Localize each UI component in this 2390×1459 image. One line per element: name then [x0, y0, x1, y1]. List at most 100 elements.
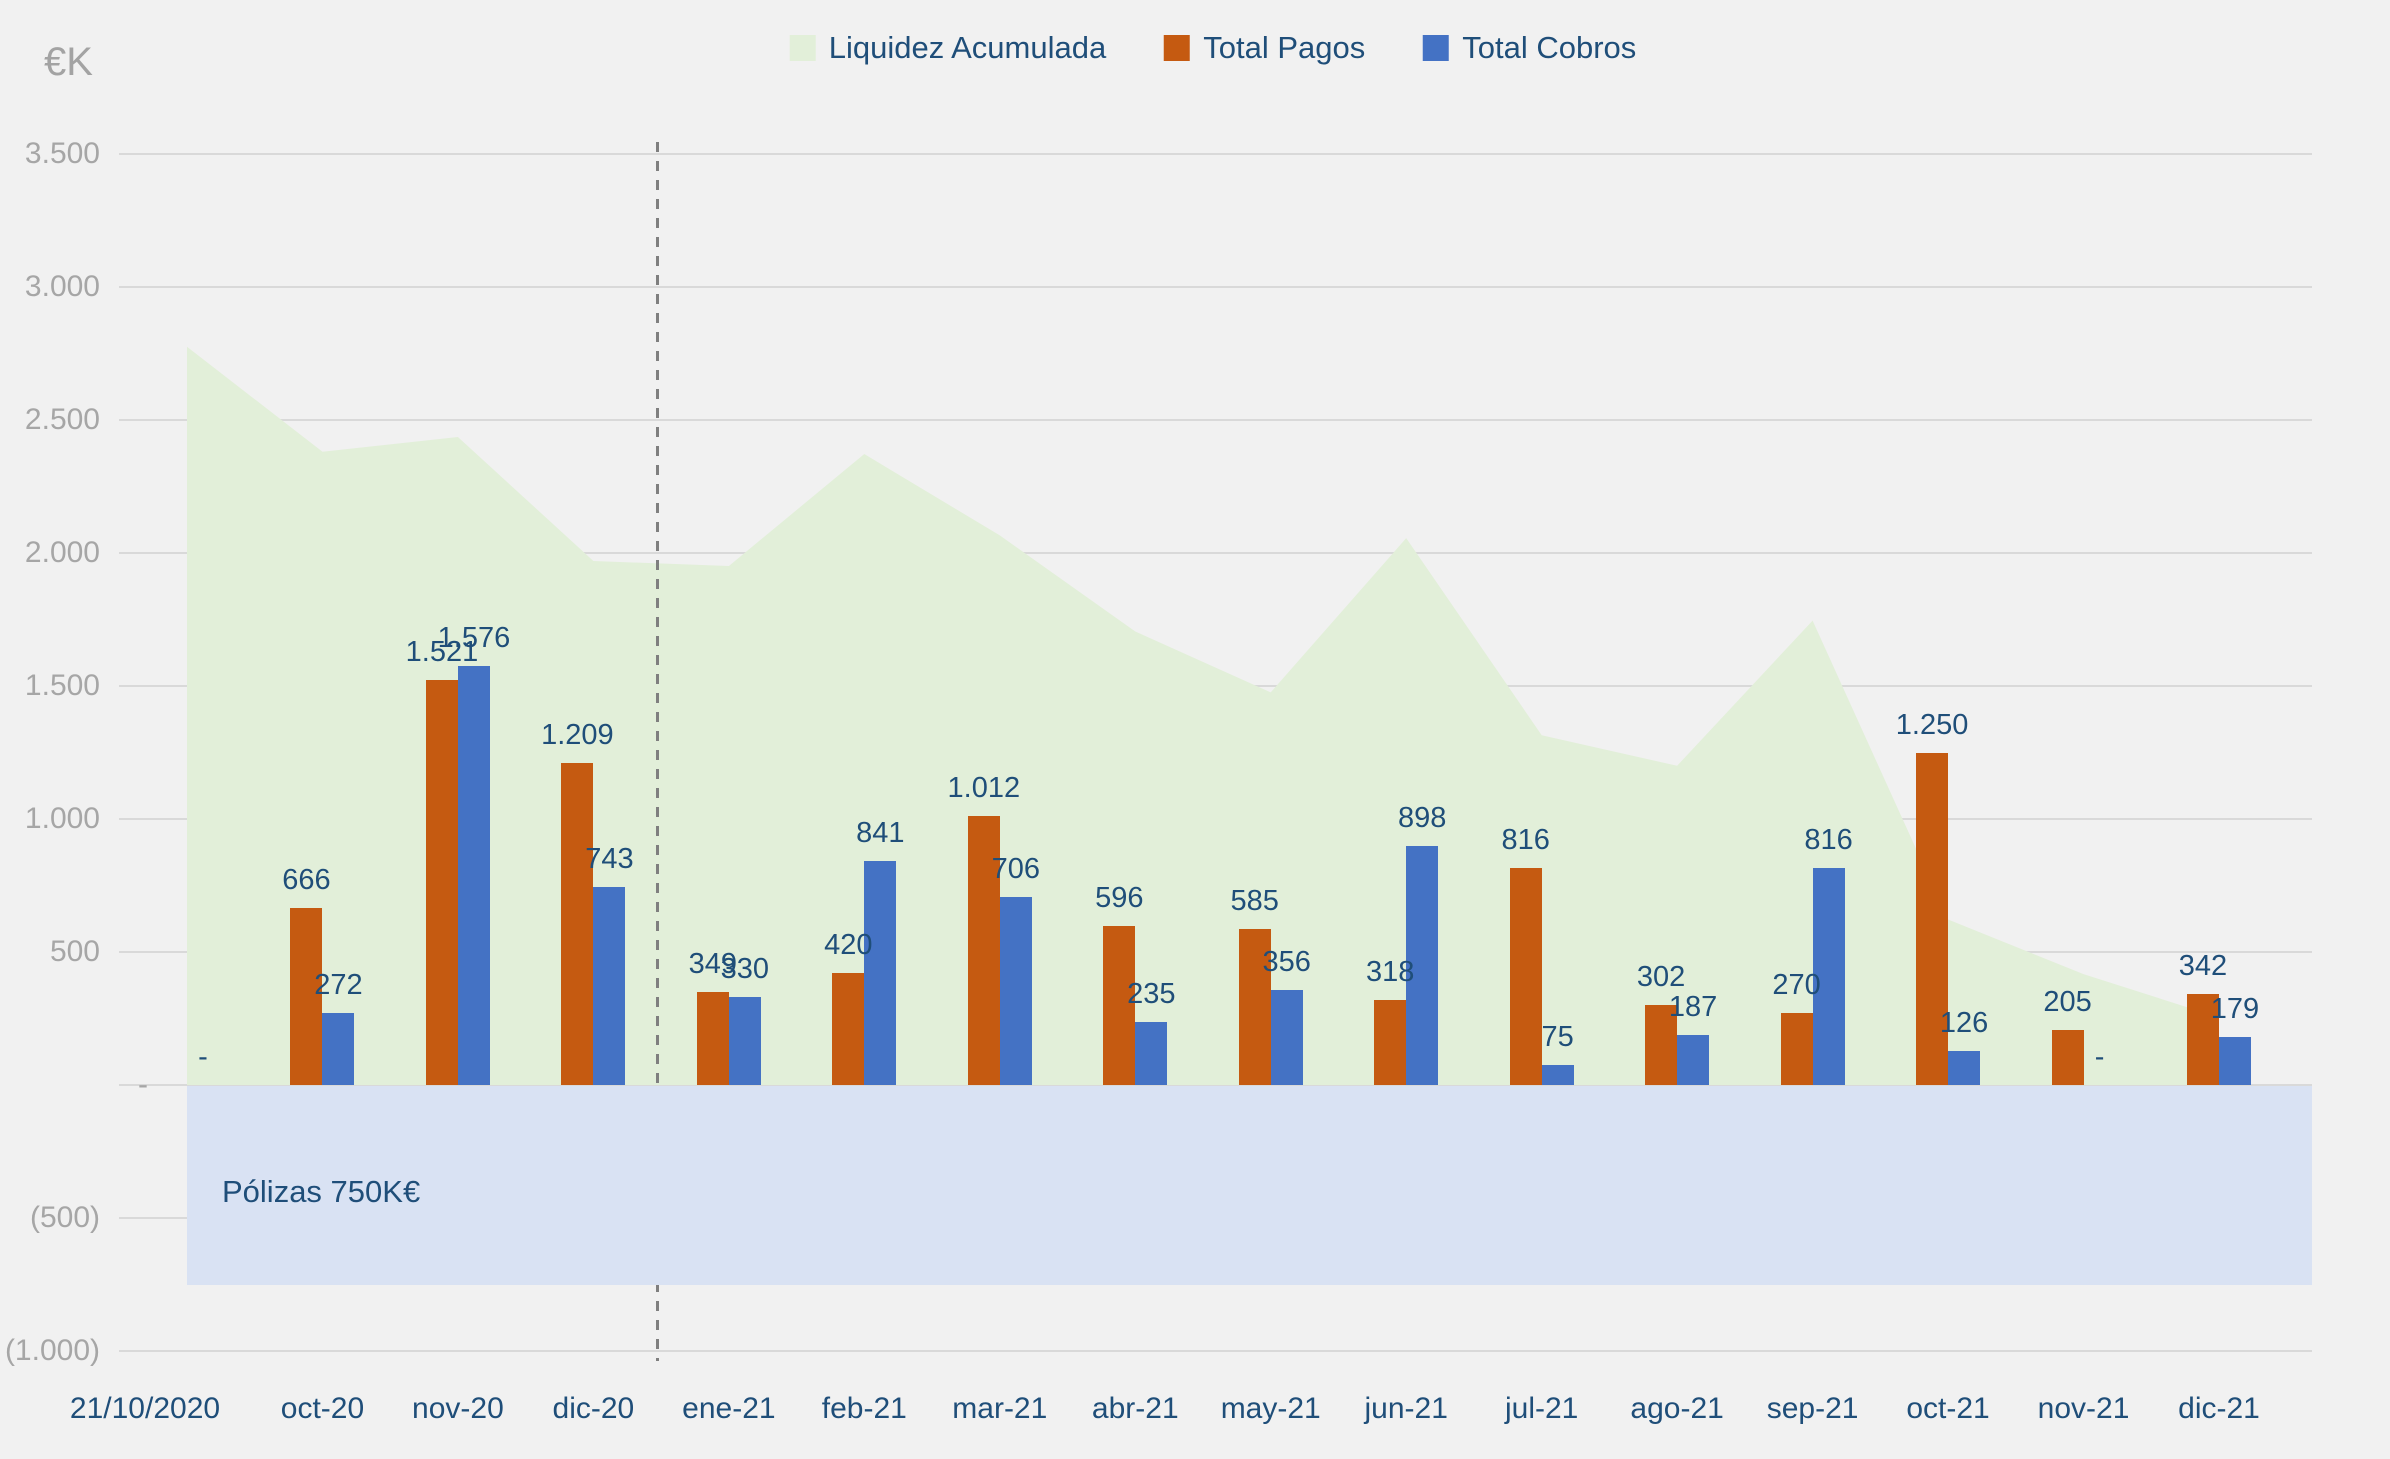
x-axis-label: oct-20: [280, 1392, 365, 1425]
y-tick-label: (1.000): [4, 1334, 100, 1367]
pagos-bar: [1645, 1004, 1678, 1085]
legend-label: Liquidez Acumulada: [828, 30, 1107, 65]
pagos-bar: [425, 680, 458, 1085]
pagos-bar: [967, 815, 1000, 1085]
y-tick-label: 1.000: [24, 802, 100, 835]
x-axis-label: may-21: [1220, 1392, 1321, 1425]
x-axis-label: nov-20: [412, 1392, 504, 1425]
cobros-data-label: 126: [1939, 1007, 1989, 1040]
pagos-data-label: 302: [1636, 960, 1686, 993]
polizas-band-label: Pólizas 750K€: [222, 1174, 421, 1209]
pagos-data-label: 666: [282, 863, 331, 896]
pagos-data-label: 270: [1772, 969, 1821, 1002]
pagos-bar: [1916, 752, 1949, 1085]
cobros-data-label: 272: [314, 968, 363, 1001]
pagos-bar: [2187, 994, 2219, 1085]
legend-item-liquidez-acumulada: Liquidez Acumulada: [789, 30, 1107, 66]
cobros-data-label: 75: [1541, 1021, 1574, 1054]
cobros-bar: [1948, 1051, 1981, 1085]
legend-label: Total Cobros: [1462, 30, 1637, 65]
cobros-data-label: 706: [991, 853, 1040, 886]
x-axis-label: dic-20: [552, 1392, 635, 1425]
cobros-bar: [864, 861, 897, 1085]
cobros-data-label: 179: [2210, 993, 2260, 1026]
cobros-bar: [1270, 990, 1303, 1085]
cobros-swatch-icon: [1423, 35, 1450, 61]
cobros-bar: [728, 997, 761, 1085]
x-axis-label: sep-21: [1766, 1392, 1859, 1425]
cobros-data-label: 1.576: [437, 621, 511, 654]
x-axis-label: feb-21: [821, 1392, 907, 1425]
legend: Liquidez Acumulada Total Pagos Total Cob…: [789, 30, 1637, 66]
pagos-data-label: 1.012: [947, 771, 1021, 804]
cobros-data-label: 816: [1804, 823, 1853, 856]
x-axis-label: ene-21: [682, 1392, 776, 1425]
y-tick-label: 500: [49, 935, 100, 968]
cobros-data-label: -: [198, 1041, 208, 1073]
pagos-bar: [290, 907, 323, 1085]
legend-item-total-pagos: Total Pagos: [1164, 30, 1365, 66]
pagos-data-label: 585: [1230, 885, 1279, 918]
cobros-bar: [1677, 1035, 1710, 1085]
liquidez-swatch-icon: [789, 35, 816, 61]
cobros-bar: [593, 887, 626, 1085]
pagos-data-label: 318: [1365, 956, 1415, 989]
x-axis-label: jul-21: [1504, 1392, 1579, 1425]
cobros-bar: [322, 1012, 355, 1085]
y-gridline: [119, 286, 2312, 288]
pagos-bar: [2051, 1030, 2084, 1085]
y-tick-label: 1.500: [24, 669, 100, 702]
x-axis-label: nov-21: [2037, 1392, 2130, 1425]
cobros-data-label: -: [2094, 1041, 2105, 1073]
cobros-bar: [1135, 1022, 1168, 1085]
cobros-data-label: 187: [1668, 991, 1718, 1024]
x-axis-label: abr-21: [1091, 1392, 1179, 1425]
x-axis-label: jun-21: [1364, 1392, 1448, 1425]
x-axis-label: mar-21: [952, 1392, 1048, 1425]
cobros-data-label: 743: [585, 843, 634, 876]
cobros-data-label: 235: [1127, 978, 1176, 1011]
cobros-bar: [999, 897, 1032, 1085]
cobros-data-label: 356: [1262, 946, 1311, 979]
y-tick-label: 2.500: [24, 403, 100, 436]
y-axis-unit-label: €K: [44, 40, 93, 84]
cobros-bar: [1812, 867, 1845, 1085]
pagos-data-label: 1.209: [541, 719, 614, 752]
cobros-data-label: 330: [720, 953, 770, 986]
y-gridline: [119, 552, 2312, 554]
cobros-bar: [2219, 1037, 2251, 1085]
y-tick-label: 3.500: [24, 137, 100, 170]
pagos-data-label: 1.250: [1895, 708, 1969, 741]
pagos-bar: [1509, 867, 1542, 1085]
pagos-bar: [1780, 1013, 1813, 1085]
pagos-bar: [1238, 929, 1271, 1085]
pagos-data-label: 596: [1095, 882, 1144, 915]
pagos-data-label: 205: [2043, 986, 2092, 1019]
pagos-bar: [1374, 1000, 1407, 1085]
x-axis-label: dic-21: [2178, 1392, 2260, 1425]
pagos-swatch-icon: [1164, 35, 1191, 61]
x-axis-label: oct-21: [1906, 1392, 1990, 1425]
x-axis-label: 21/10/2020: [69, 1392, 221, 1425]
pagos-bar: [561, 763, 594, 1085]
pagos-data-label: 349: [688, 948, 738, 981]
y-tick-label: (500): [29, 1201, 100, 1234]
cobros-bar: [1541, 1065, 1574, 1085]
y-tick-label: 3.000: [24, 270, 100, 303]
y-tick-label: 2.000: [24, 536, 100, 569]
cobros-bar: [457, 665, 490, 1085]
cobros-data-label: 841: [856, 817, 905, 850]
pagos-bar: [1103, 926, 1136, 1085]
legend-label: Total Pagos: [1203, 30, 1366, 65]
cobros-data-label: 898: [1397, 802, 1447, 835]
cobros-bar: [1406, 846, 1439, 1085]
y-gridline: [119, 419, 2312, 421]
y-gridline: [119, 153, 2312, 155]
pagos-data-label: 1.521: [405, 636, 479, 669]
pagos-bar: [696, 992, 729, 1085]
pagos-data-label: 420: [824, 929, 873, 962]
pagos-bar: [832, 973, 865, 1085]
pagos-data-label: 816: [1501, 823, 1550, 856]
y-gridline: [119, 1350, 2312, 1352]
